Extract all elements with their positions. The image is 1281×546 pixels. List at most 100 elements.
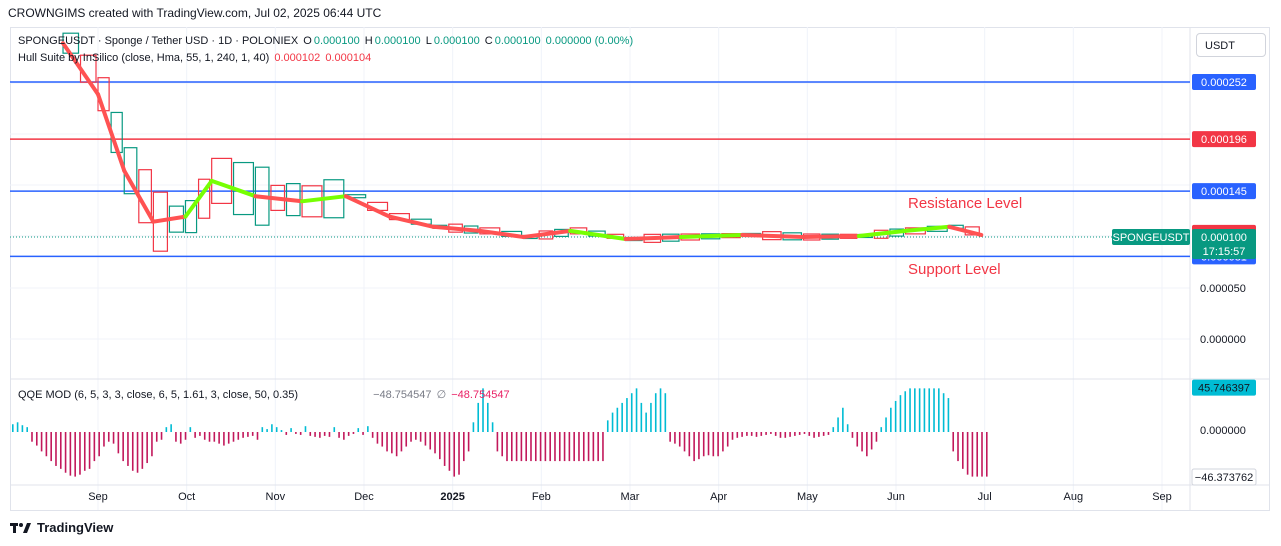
price-labels: 0.0002520.0001960.0001450.0000810.000104…: [1112, 73, 1257, 486]
qqe-bar: [530, 432, 532, 462]
qqe-bar: [597, 432, 599, 462]
x-tick-label: Jul: [978, 491, 992, 503]
qqe-bar: [573, 432, 575, 462]
qqe-bar: [439, 432, 441, 460]
qqe-bar: [467, 432, 470, 452]
qqe-bar: [227, 432, 230, 444]
qqe-bar: [275, 427, 278, 432]
qqe-bar: [914, 388, 916, 432]
x-tick-label: Feb: [532, 491, 551, 503]
qqe-bar: [376, 432, 379, 444]
qqe-bar: [83, 432, 86, 471]
qqe-bar: [338, 432, 340, 438]
qqe-bar: [880, 427, 883, 432]
qqe-bar: [266, 429, 268, 432]
qqe-bar: [127, 432, 129, 466]
qqe-bar: [45, 432, 48, 457]
qqe-price-label: 45.746397: [1198, 383, 1250, 395]
qqe-bar: [693, 432, 695, 462]
qqe-bar: [117, 432, 120, 454]
high-label: H: [364, 35, 373, 47]
qqe-bar: [755, 432, 758, 437]
qqe-histogram: [12, 388, 988, 477]
level-price-label: 0.000145: [1201, 186, 1247, 198]
hull-segment: [903, 224, 952, 233]
qqe-bar: [645, 412, 647, 432]
qqe-bar: [194, 432, 196, 438]
y-tick-label: 0.000050: [1200, 283, 1246, 295]
change-value: 0.000000 (0.00%): [545, 35, 634, 47]
hull-segment: [209, 178, 258, 199]
qqe-bar: [918, 388, 921, 432]
level-price-tag: [1192, 73, 1256, 90]
qqe-bar: [357, 428, 360, 432]
qqe-bar: [400, 432, 403, 452]
qqe-bar: [837, 417, 839, 432]
qqe-bar: [463, 432, 465, 462]
qqe-bar: [112, 432, 115, 444]
qqe-bar: [170, 424, 172, 432]
x-tick-label: Jun: [887, 491, 905, 503]
qqe-bar: [928, 388, 931, 432]
qqe-bar: [333, 427, 336, 432]
qqe-bar: [299, 432, 302, 435]
qqe-bar: [966, 432, 969, 475]
qqe-bar: [371, 432, 374, 438]
qqe-bar: [251, 432, 254, 436]
qqe-bar: [343, 432, 345, 440]
qqe-bar: [232, 432, 235, 442]
qqe-bar: [664, 393, 667, 432]
qqe-bar: [626, 398, 628, 432]
qqe-bar: [525, 432, 527, 462]
qqe-bar: [606, 420, 609, 432]
qqe-bar: [12, 424, 14, 432]
qqe-bar: [203, 432, 206, 440]
qqe-bar: [702, 432, 705, 457]
hull-segment: [431, 224, 482, 233]
hull-segment: [300, 194, 348, 204]
level-price-label: 0.000196: [1201, 134, 1247, 146]
hull-segment: [856, 228, 908, 238]
qqe-bar: [69, 432, 72, 476]
qqe-bar: [381, 432, 384, 447]
qqe-bar: [472, 422, 475, 432]
x-tick-label: Mar: [621, 491, 640, 503]
qqe-bar: [122, 432, 124, 462]
qqe-bar: [482, 388, 484, 432]
qqe-bar: [419, 432, 422, 442]
level-price-label: 0.000252: [1201, 77, 1247, 89]
x-tick-label: May: [797, 491, 818, 503]
qqe-bar: [827, 432, 830, 435]
qqe-bar: [487, 402, 489, 432]
qqe-bar: [870, 432, 873, 450]
qqe-bar: [285, 432, 288, 435]
qqe-bar: [290, 428, 292, 432]
qqe-bar: [323, 432, 326, 436]
qqe-bar: [362, 432, 364, 435]
qqe-bar: [429, 432, 432, 450]
qqe-bar: [491, 422, 494, 432]
qqe-bar: [549, 432, 551, 462]
qqe-bar: [261, 427, 264, 432]
currency-selector[interactable]: USDT: [1196, 33, 1266, 57]
qqe-bar: [784, 432, 787, 438]
countdown-label: 17:15:57: [1203, 246, 1246, 258]
qqe-bar: [146, 432, 148, 464]
qqe-bar: [818, 432, 820, 437]
qqe-bar: [175, 432, 177, 442]
qqe-bar: [789, 432, 791, 437]
low-value: 0.000100: [433, 35, 480, 47]
qqe-bar: [770, 432, 772, 434]
hull-segment: [183, 178, 214, 219]
symbol-title: SPONGEUSDT · Sponge / Tether USD · 1D · …: [18, 35, 299, 47]
qqe-bar: [904, 391, 907, 432]
qqe-bar: [179, 432, 182, 444]
open-value: 0.000100: [313, 35, 360, 47]
qqe-bar: [424, 432, 427, 446]
indicator-value-2: 0.000104: [325, 52, 372, 64]
qqe-bar: [328, 432, 331, 437]
tradingview-logo-icon: [10, 522, 31, 533]
qqe-bar: [707, 432, 710, 456]
indicator-value-1: 0.000102: [274, 52, 321, 64]
